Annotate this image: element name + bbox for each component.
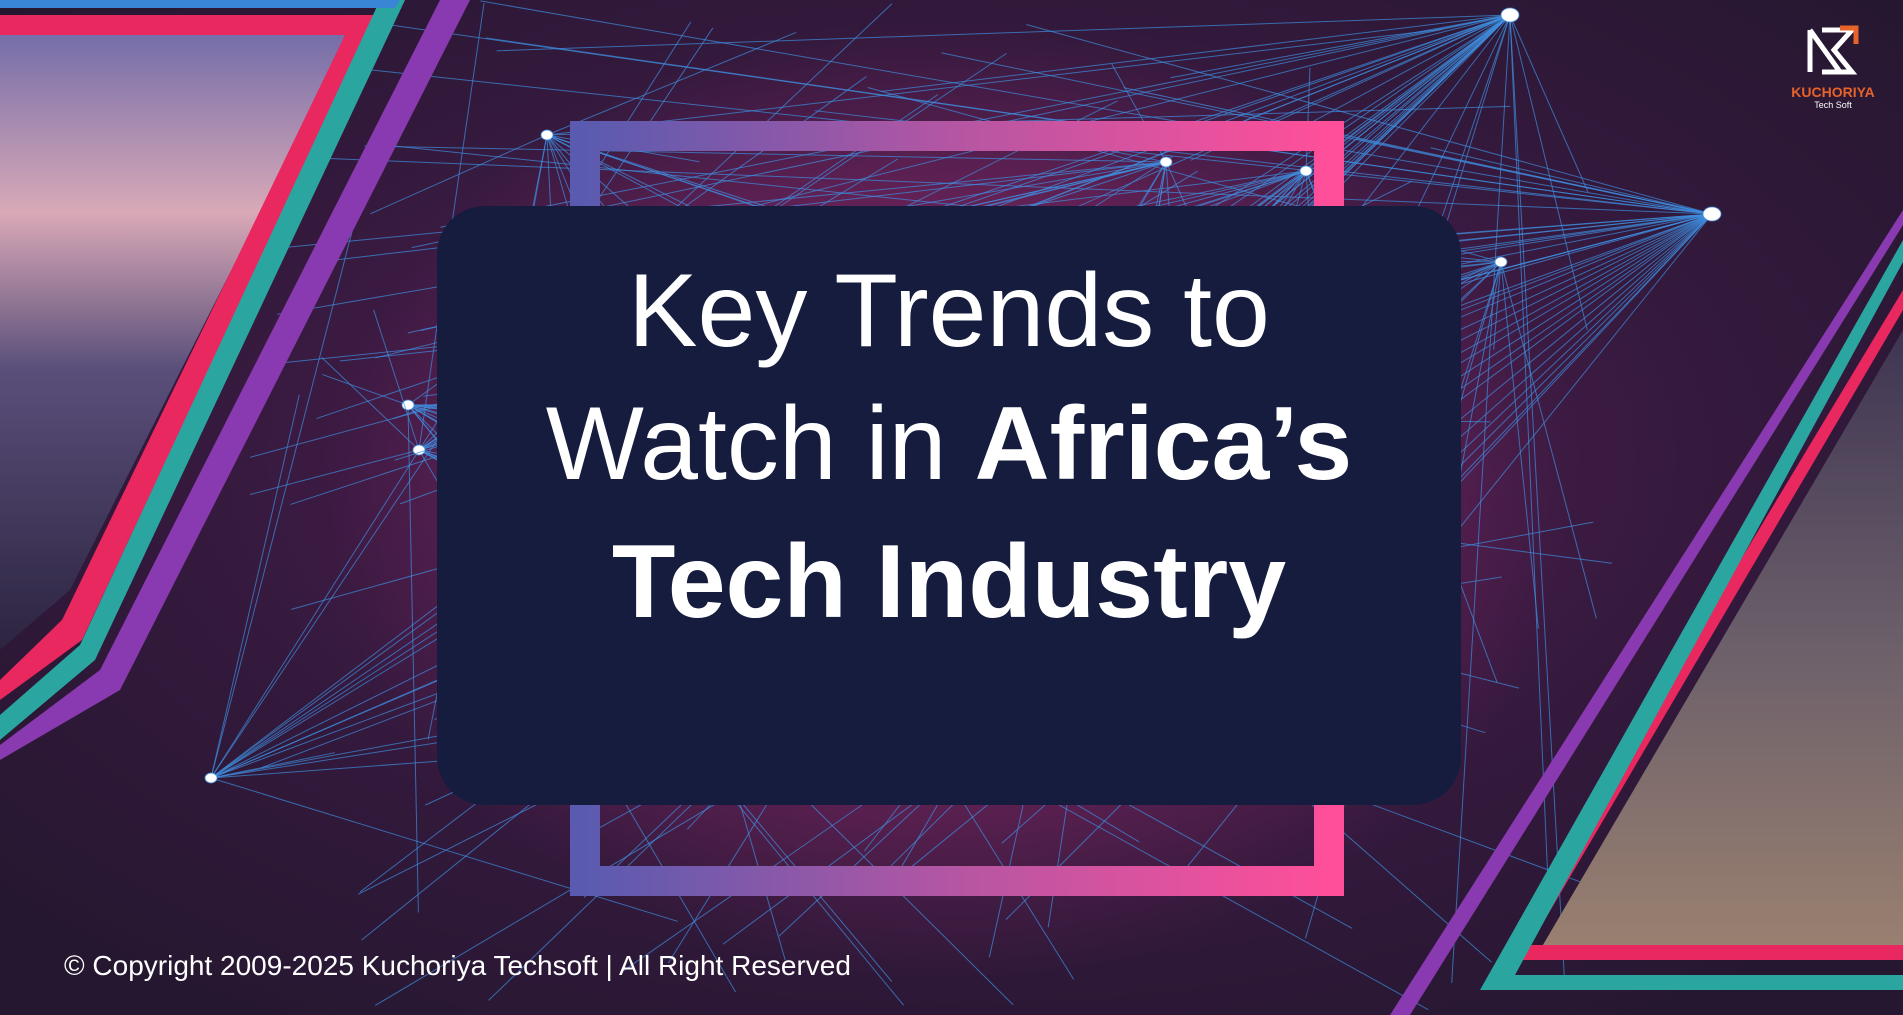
stripe: [1480, 240, 1903, 990]
stripe: [1390, 210, 1903, 1015]
stripe: [0, 0, 405, 740]
network-line: [1290, 14, 1511, 135]
title-regular: Watch in: [546, 386, 947, 502]
network-line: [1123, 87, 1713, 215]
logo: KUCHORIYA Tech Soft: [1791, 25, 1875, 110]
network-line: [210, 777, 678, 922]
network-node: [1299, 165, 1313, 177]
copyright: © Copyright 2009-2025 Kuchoriya Techsoft…: [64, 950, 851, 981]
network-line: [1451, 14, 1511, 983]
network-line: [880, 14, 1511, 93]
network-line: [321, 356, 420, 451]
network-line: [364, 20, 1713, 215]
network-line: [210, 165, 370, 779]
network-line: [1500, 261, 1597, 619]
network-line: [1305, 67, 1311, 172]
title-line: Key Trends to: [628, 253, 1270, 369]
network-line: [1509, 14, 1566, 985]
city-image-left: [0, 25, 355, 650]
network-node: [1500, 7, 1520, 23]
network-line: [546, 28, 1442, 136]
network-line: [407, 404, 419, 913]
network-node: [540, 129, 554, 141]
logo-tagline: Tech Soft: [1814, 100, 1852, 110]
title-line: Watch in Africa’s: [546, 386, 1352, 502]
network-line: [268, 161, 1167, 250]
title-line: Tech Industry: [612, 524, 1286, 640]
network-line: [480, 0, 1713, 215]
network-line: [250, 449, 420, 495]
network-line: [1430, 147, 1713, 215]
stripe: [0, 15, 375, 700]
network-line: [210, 752, 335, 779]
network-line: [546, 31, 797, 136]
network-line: [1493, 261, 1502, 350]
network-line: [1509, 14, 1589, 193]
network-line: [1026, 23, 1713, 215]
network-line: [1170, 14, 1511, 79]
title-bold: Africa’s: [975, 386, 1353, 502]
network-line: [1509, 14, 1549, 874]
network-line: [322, 374, 409, 406]
logo-name: KUCHORIYA: [1791, 84, 1875, 100]
stripe: [0, 0, 470, 760]
network-line: [364, 145, 1167, 163]
network-node: [1702, 206, 1722, 222]
network-node: [412, 444, 426, 456]
title-card: [437, 206, 1461, 805]
stripe: [0, 0, 400, 8]
network-line: [1500, 261, 1539, 629]
network-line: [496, 14, 1511, 52]
network-line: [284, 156, 1713, 215]
network-line: [373, 309, 420, 451]
network-node: [1494, 256, 1508, 268]
logo-accent: [1840, 25, 1859, 44]
network-node: [204, 772, 218, 784]
network-node: [1159, 156, 1173, 168]
network-line: [210, 394, 300, 779]
city-image-right: [1540, 330, 1903, 950]
